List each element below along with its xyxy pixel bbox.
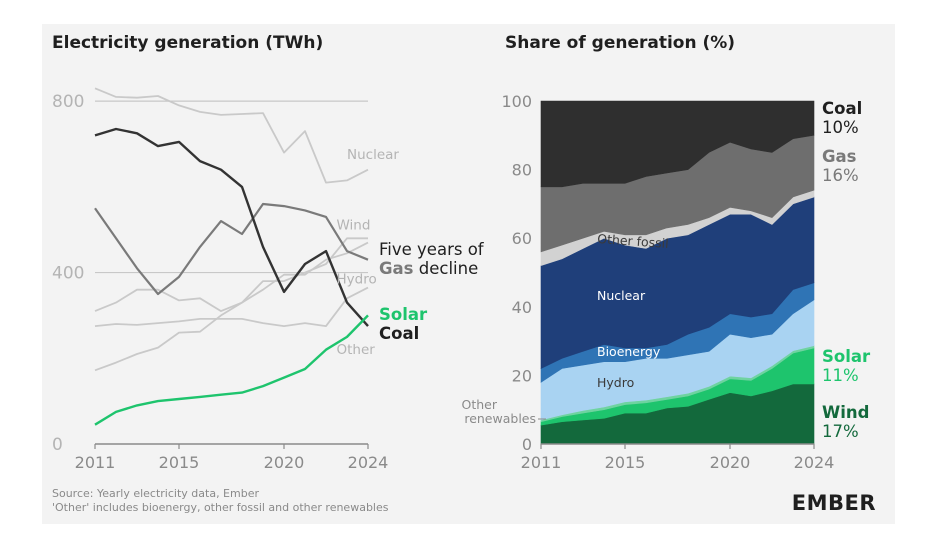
line-label-other: Other (337, 342, 376, 358)
label-hydro: Hydro (597, 375, 634, 390)
left-y-tick-400: 400 (52, 264, 84, 284)
right-solar-value: 11% (822, 366, 859, 385)
right-stacked-areas (540, 100, 815, 445)
left-y-tick-800: 800 (52, 92, 84, 112)
right-coal-value: 10% (822, 118, 859, 137)
left-x-tick-2011: 2011 (75, 453, 116, 472)
right-gas-name: Gas (822, 147, 857, 166)
left-solar-end-label: Solar (379, 305, 428, 324)
right-solar-name: Solar (822, 347, 871, 366)
right-y-tick-60: 60 (512, 229, 532, 248)
label-other-fossil: Other fossil (597, 231, 669, 251)
right-x-tick-2015: 2015 (605, 453, 646, 472)
left-y-tick-0: 0 (52, 435, 63, 455)
line-label-hydro: Hydro (337, 271, 377, 287)
label-other-renewables-1: Other (462, 397, 498, 412)
right-inner-labels: Other fossil Nuclear Bioenergy Hydro Oth… (462, 231, 670, 426)
right-gas-value: 16% (822, 166, 859, 185)
footer-note: 'Other' includes bioenergy, other fossil… (52, 501, 389, 514)
right-wind-value: 17% (822, 422, 859, 441)
right-y-axis: 0 20 40 60 80 100 (501, 92, 532, 454)
footer-source: Source: Yearly electricity data, Ember (52, 487, 259, 500)
right-coal-name: Coal (822, 99, 862, 118)
right-y-tick-0: 0 (522, 435, 532, 454)
left-line-labels: Nuclear Wind Hydro Other (337, 147, 400, 358)
right-y-tick-80: 80 (512, 161, 532, 180)
left-coal-end-label: Coal (379, 324, 419, 343)
left-x-tick-2015: 2015 (159, 453, 200, 472)
right-chart-title: Share of generation (%) (505, 33, 735, 53)
gas-annotation-line2: Gas decline (379, 259, 478, 278)
right-x-tick-2011: 2011 (521, 453, 562, 472)
line-hydro (94, 286, 369, 328)
right-y-tick-100: 100 (501, 92, 532, 111)
gas-annotation-rest: decline (414, 259, 479, 278)
line-gas (94, 202, 369, 296)
left-series-lines (94, 87, 369, 426)
gas-annotation-bold: Gas (379, 259, 414, 278)
line-label-wind: Wind (337, 218, 371, 234)
line-wind (94, 237, 368, 313)
right-x-tick-2020: 2020 (710, 453, 751, 472)
label-nuclear: Nuclear (597, 288, 646, 303)
line-other (94, 241, 369, 372)
right-y-tick-20: 20 (512, 366, 532, 385)
line-coal (94, 127, 369, 327)
line-nuclear (94, 87, 369, 184)
right-wind-name: Wind (822, 403, 869, 422)
right-y-tick-40: 40 (512, 298, 532, 317)
label-other-renewables-2: renewables (464, 411, 536, 426)
left-chart-title: Electricity generation (TWh) (52, 33, 323, 53)
left-x-axis: 2011 2015 2020 2024 (75, 444, 389, 472)
right-x-axis: 2011 2015 2020 2024 (521, 443, 835, 472)
right-end-labels: Coal 10% Gas 16% Solar 11% Wind 17% (822, 99, 871, 441)
ember-logo: EMBER (792, 491, 876, 515)
line-solar (94, 314, 369, 426)
line-label-nuclear: Nuclear (347, 147, 399, 163)
left-x-tick-2024: 2024 (348, 453, 389, 472)
right-x-tick-2024: 2024 (794, 453, 835, 472)
label-bioenergy: Bioenergy (597, 344, 661, 359)
left-y-axis: 0 400 800 (52, 92, 84, 455)
left-x-tick-2020: 2020 (264, 453, 305, 472)
area-coal (540, 100, 815, 188)
gas-annotation: Five years of Gas decline (379, 240, 485, 278)
gas-annotation-line1: Five years of (379, 240, 485, 259)
